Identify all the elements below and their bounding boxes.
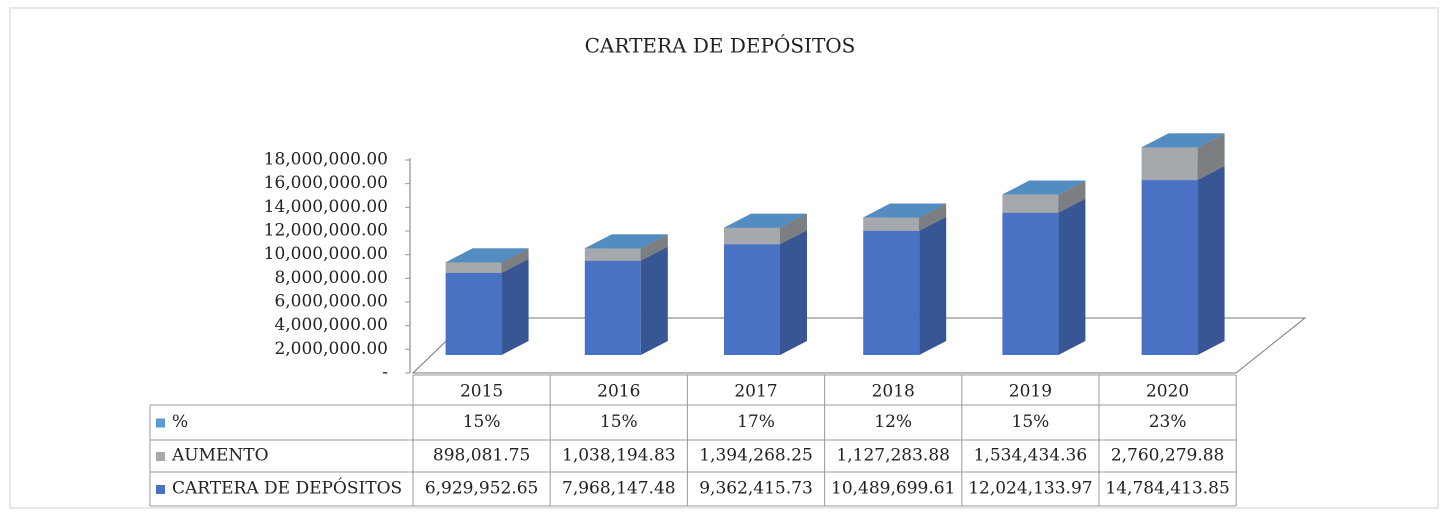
bar-side [1197, 166, 1225, 355]
y-tick-label: 10,000,000.00 [264, 244, 388, 264]
chart-title: CARTERA DE DEPÓSITOS [585, 33, 856, 58]
x-tick-label: 2019 [1009, 382, 1052, 402]
x-tick-label: 2018 [872, 382, 915, 402]
y-tick-label: - [382, 363, 388, 383]
bar-front [1002, 194, 1059, 213]
data-label: 7,968,147.48 [562, 479, 676, 499]
y-tick-label: 14,000,000.00 [264, 197, 388, 217]
data-label: 15% [600, 412, 638, 432]
bar-front [1002, 212, 1059, 355]
y-tick-label: 2,000,000.00 [274, 339, 388, 359]
bar-segment [724, 213, 807, 228]
x-tick-label: 2015 [460, 382, 503, 402]
legend-label: % [172, 412, 188, 432]
bar-side [1058, 180, 1086, 195]
bar-front [445, 262, 502, 273]
data-label: 23% [1149, 412, 1187, 432]
bar-front [863, 230, 920, 355]
y-tick-label: 16,000,000.00 [264, 173, 388, 193]
data-label: 1,394,268.25 [699, 446, 813, 466]
bar-top [863, 203, 947, 218]
bar-segment [863, 216, 947, 355]
data-label: 6,929,952.65 [425, 479, 539, 499]
bar-segment [1002, 198, 1086, 355]
data-label: 10,489,699.61 [831, 479, 955, 499]
x-tick-label: 2017 [734, 382, 777, 402]
bar-segment [1002, 180, 1086, 195]
bar-top [1002, 180, 1086, 195]
data-label: 9,362,415.73 [699, 479, 813, 499]
bar-top [724, 213, 807, 228]
bar-side [501, 248, 529, 263]
y-tick-label: 8,000,000.00 [274, 268, 388, 288]
bar-front [584, 248, 641, 261]
data-label: 14,784,413.85 [1105, 479, 1229, 499]
x-tick-label: 2016 [597, 382, 640, 402]
legend-key [156, 452, 165, 461]
legend-key [156, 418, 165, 428]
bar-side [1197, 133, 1225, 148]
data-label: 12,024,133.97 [968, 479, 1092, 499]
legend-key [156, 485, 165, 494]
data-label: 1,038,194.83 [562, 446, 676, 466]
data-label: 15% [1012, 412, 1050, 432]
bar-segment [445, 258, 529, 355]
bar-side [501, 258, 529, 355]
bar-side [640, 234, 668, 249]
data-label: 1,534,434.36 [974, 446, 1088, 466]
y-tick-label: 6,000,000.00 [274, 292, 388, 312]
bar-side [1058, 180, 1086, 213]
bar-front [863, 217, 920, 231]
y-tick-label: 4,000,000.00 [274, 315, 388, 335]
bar-front [1141, 147, 1198, 181]
bar-front [584, 260, 641, 355]
bar-side [640, 246, 668, 355]
bar-top [1141, 133, 1225, 148]
data-label: 12% [874, 412, 912, 432]
bar-side [1197, 133, 1225, 181]
data-label: 15% [463, 412, 501, 432]
bar-segment [1141, 166, 1225, 355]
bar-side [1058, 198, 1086, 355]
bar-segment [584, 234, 668, 249]
data-label: 1,127,283.88 [836, 446, 950, 466]
bar-segment [1141, 133, 1225, 148]
bar-side [501, 248, 529, 273]
x-tick-label: 2020 [1146, 382, 1189, 402]
bar-segment [584, 246, 668, 355]
data-label: 898,081.75 [433, 446, 530, 466]
legend-label: AUMENTO [171, 446, 269, 466]
bar-segment [863, 203, 947, 218]
data-label: 17% [737, 412, 775, 432]
y-tick-label: 18,000,000.00 [264, 150, 388, 170]
bar-front [1141, 180, 1198, 355]
bar-top [584, 234, 668, 249]
bar-side [640, 234, 668, 261]
bar-side [919, 216, 947, 355]
bar-front [724, 227, 780, 245]
bar-front [724, 244, 780, 355]
data-label: 2,760,279.88 [1111, 446, 1225, 466]
legend-label: CARTERA DE DEPÓSITOS [172, 478, 402, 499]
bar-side [780, 213, 807, 228]
bar-segment [724, 230, 807, 355]
bar-side [780, 230, 807, 355]
bar-side [919, 203, 947, 218]
bar-segment [445, 248, 529, 263]
bar-top [445, 248, 529, 263]
y-tick-label: 12,000,000.00 [264, 221, 388, 241]
bar-front [445, 272, 502, 355]
bar-side [780, 213, 807, 245]
bar-side [919, 203, 947, 231]
